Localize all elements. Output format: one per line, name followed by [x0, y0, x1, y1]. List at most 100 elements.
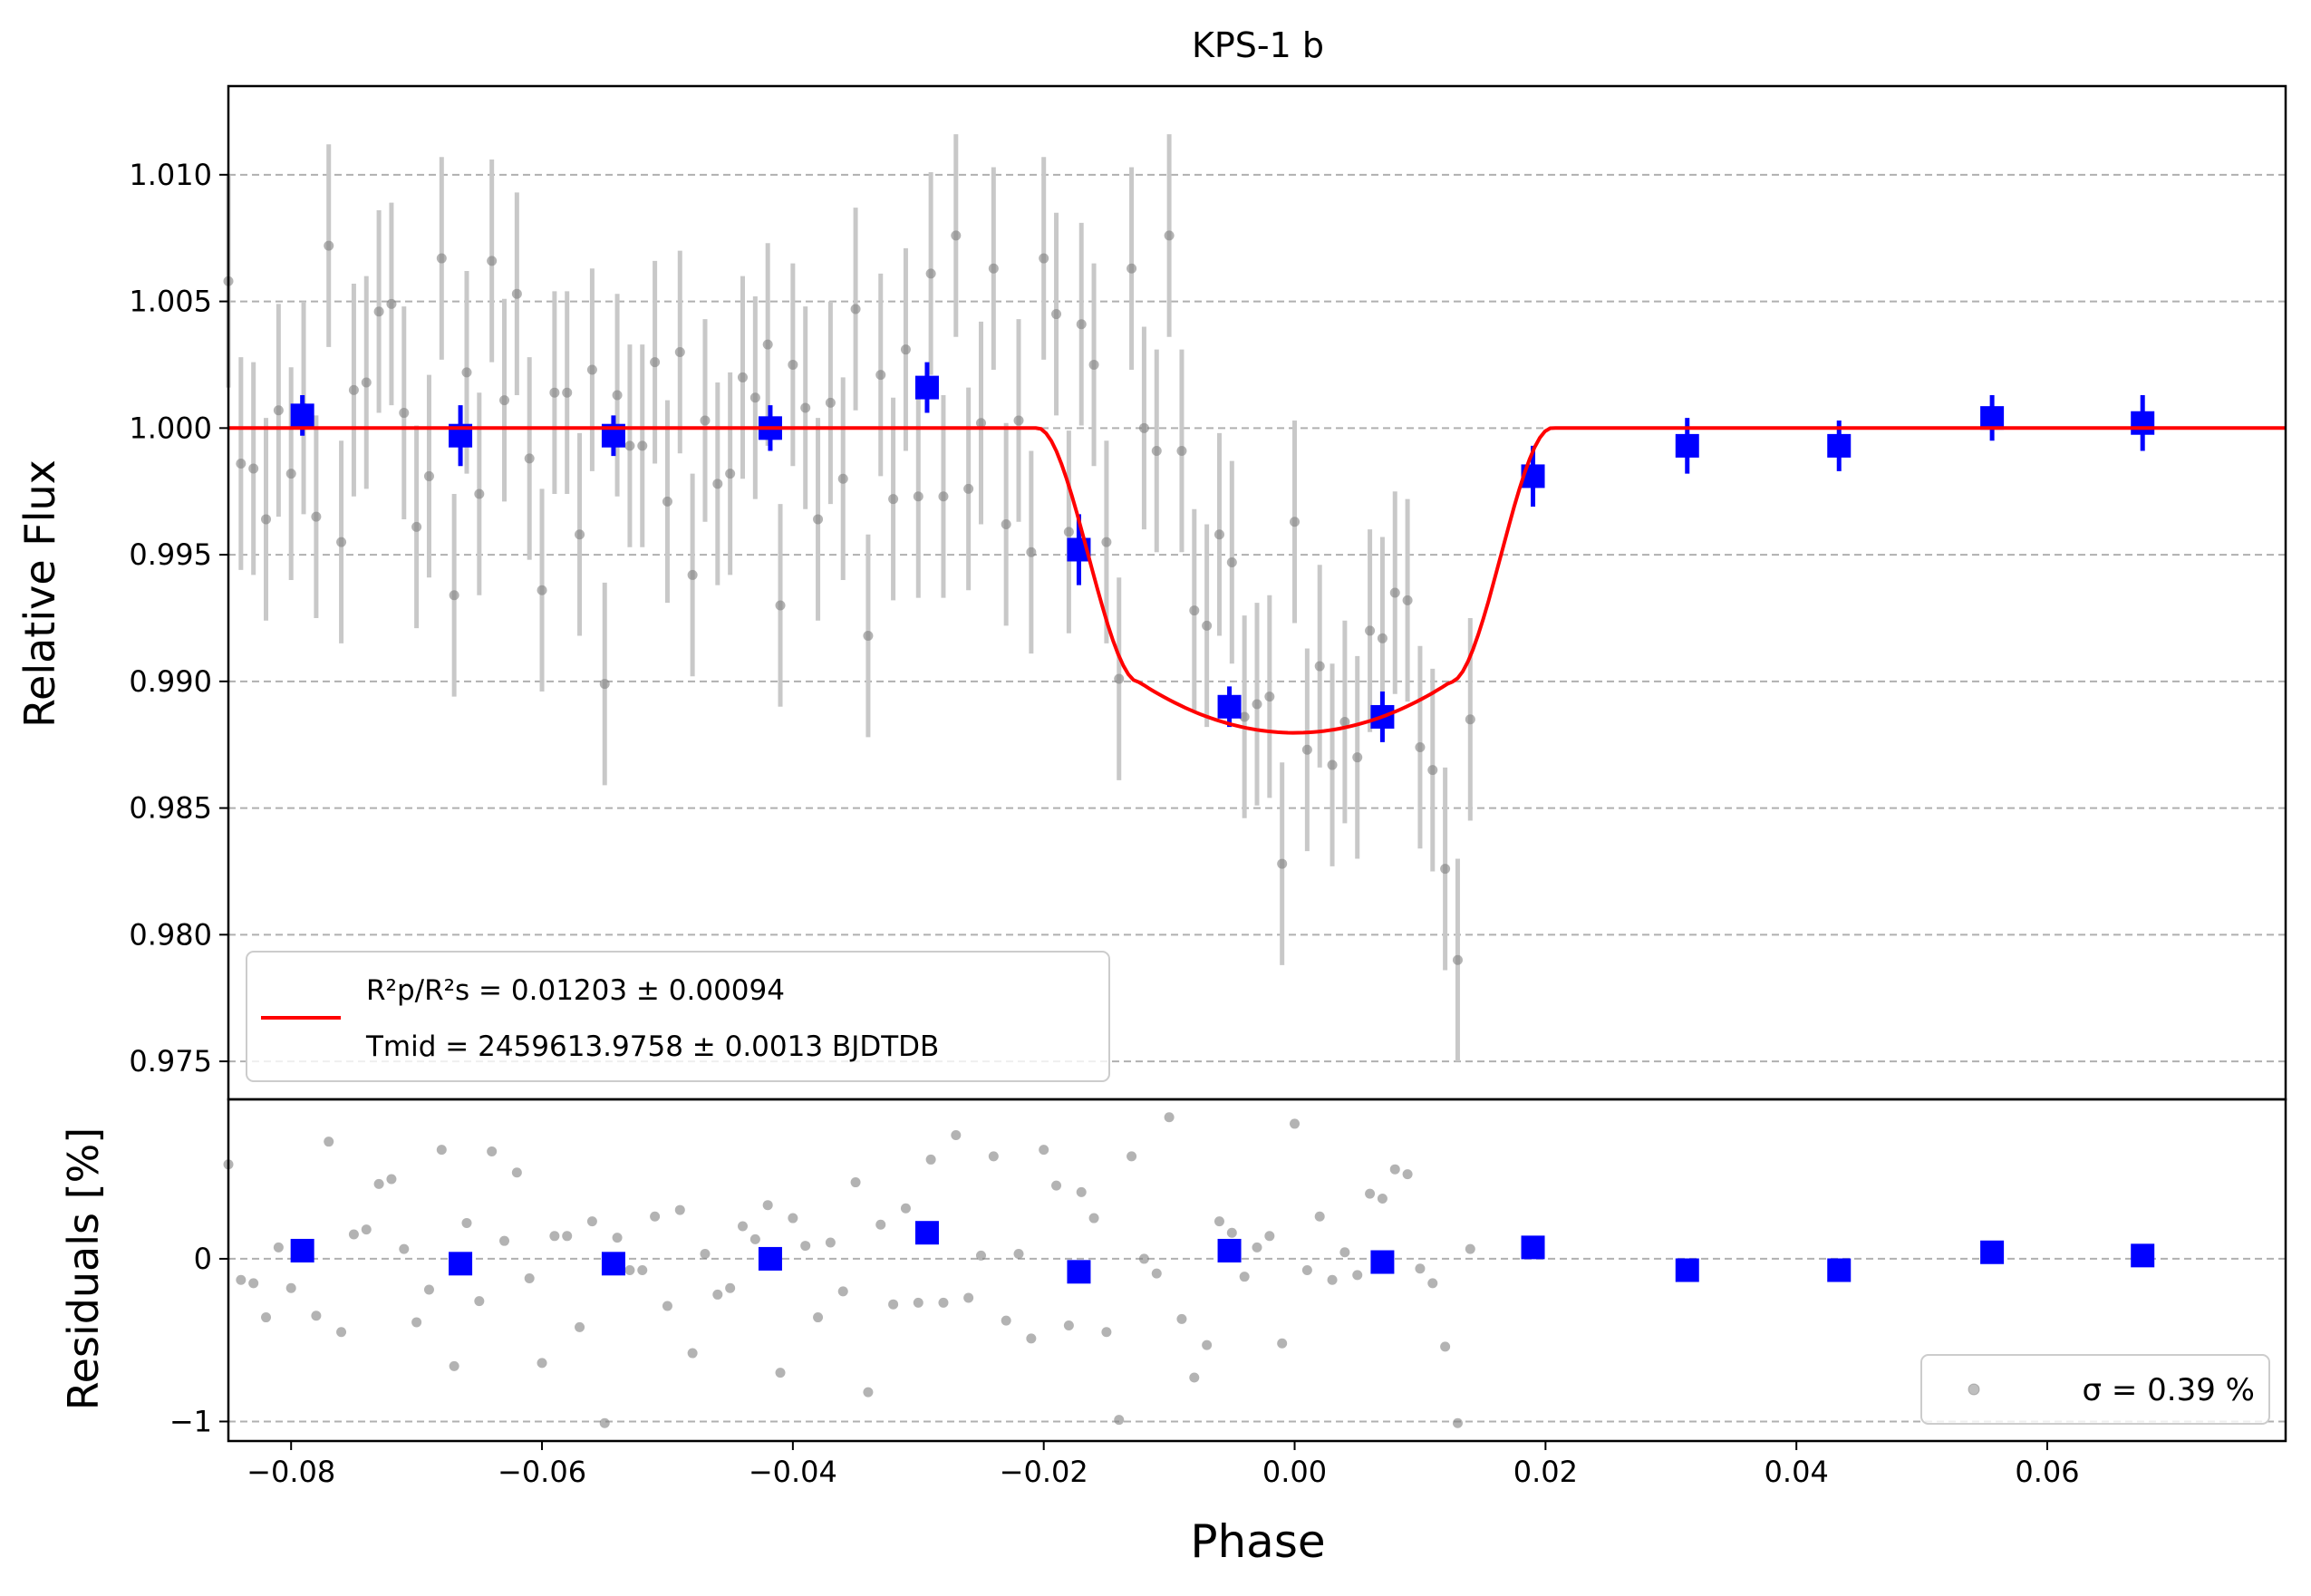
raw-residual-point: [436, 1145, 447, 1156]
raw-flux-point: [1301, 744, 1312, 755]
raw-flux-point: [562, 387, 573, 398]
binned-residual-point: [1370, 1250, 1395, 1274]
raw-residual-point: [1389, 1164, 1400, 1175]
raw-residual-point: [1427, 1278, 1438, 1289]
phase-x-tick-label: −0.06: [498, 1455, 586, 1489]
raw-residual-point: [1088, 1213, 1099, 1224]
raw-residual-point: [712, 1289, 723, 1300]
raw-residual-point: [700, 1249, 711, 1260]
raw-residual-point: [1352, 1270, 1363, 1281]
raw-flux-point: [499, 395, 510, 406]
raw-residual-point: [386, 1174, 397, 1185]
phase-x-tick-label: 0.00: [1262, 1455, 1327, 1489]
raw-residual-point: [1164, 1112, 1175, 1123]
raw-residual-point: [687, 1348, 698, 1359]
raw-residual-point: [348, 1229, 359, 1240]
raw-residual-point: [1339, 1247, 1350, 1258]
raw-residual-point: [273, 1242, 284, 1253]
raw-residual-point: [399, 1243, 410, 1254]
raw-flux-point: [1452, 954, 1463, 965]
raw-flux-point: [1352, 752, 1363, 763]
raw-flux-point: [662, 496, 672, 507]
raw-flux-point: [336, 537, 347, 547]
binned-flux-point: [2131, 411, 2155, 435]
raw-residual-point: [963, 1292, 974, 1303]
raw-flux-point: [599, 679, 610, 690]
binned-residual-point: [1980, 1240, 2005, 1264]
raw-flux-point: [1402, 595, 1413, 605]
raw-residual-point: [449, 1360, 459, 1371]
binned-flux-point: [290, 403, 314, 428]
raw-flux-point: [386, 298, 397, 309]
raw-flux-point: [423, 470, 434, 481]
raw-residual-point: [524, 1272, 535, 1283]
binned-flux-point: [914, 375, 939, 400]
raw-residual-point: [925, 1154, 936, 1165]
raw-residual-point: [1290, 1118, 1301, 1129]
raw-residual-point: [499, 1235, 510, 1246]
raw-flux-point: [725, 469, 736, 479]
raw-residual-point: [775, 1368, 786, 1378]
raw-flux-point: [1327, 759, 1338, 770]
raw-residual-point: [1013, 1249, 1024, 1260]
phase-x-tick-label: −0.04: [749, 1455, 837, 1489]
raw-flux-point: [687, 569, 698, 580]
raw-flux-point: [1088, 359, 1099, 370]
residuals-y-ticks: −1 0: [169, 1242, 228, 1438]
raw-flux-point: [1226, 556, 1237, 567]
raw-flux-point: [348, 384, 359, 395]
raw-residual-point: [1264, 1231, 1275, 1242]
raw-flux-point: [650, 357, 661, 368]
raw-residual-point: [975, 1250, 986, 1261]
raw-residual-point: [762, 1200, 773, 1211]
raw-residual-point: [1277, 1338, 1288, 1349]
raw-flux-point: [700, 415, 711, 426]
binned-residual-point: [290, 1238, 314, 1262]
raw-flux-point: [248, 463, 259, 474]
raw-residual-point: [261, 1312, 272, 1323]
binned-residual-point: [1217, 1238, 1242, 1262]
binned-residual-points: [290, 1221, 2155, 1284]
raw-flux-point: [1214, 529, 1224, 540]
raw-residual-point: [749, 1233, 760, 1244]
raw-flux-point: [624, 440, 635, 451]
raw-residual-point: [1202, 1340, 1213, 1350]
raw-residual-point: [586, 1216, 597, 1227]
raw-residual-point: [725, 1282, 736, 1293]
raw-flux-point: [1252, 699, 1262, 710]
flux-y-ticks: 0.975 0.980 0.985 0.990 0.995 1.000 1.005 1.010: [129, 158, 228, 1079]
raw-residual-point: [1126, 1151, 1137, 1162]
raw-residual-point: [1465, 1243, 1475, 1254]
legend-tmid-label: Tmid = 2459613.9758 ± 0.0013 BJDTDB: [365, 1030, 939, 1063]
raw-residual-point: [612, 1233, 623, 1243]
binned-residual-point: [601, 1252, 625, 1276]
raw-flux-point: [863, 631, 874, 642]
raw-flux-point: [1339, 717, 1350, 728]
residuals-legend-box: [1920, 1354, 2270, 1425]
flux-y-tick-label: 0.980: [129, 917, 212, 952]
raw-flux-point: [749, 392, 760, 403]
raw-residual-point: [1327, 1274, 1338, 1285]
raw-residual-point: [1314, 1211, 1325, 1222]
phase-x-tick-label: 0.04: [1765, 1455, 1829, 1489]
flux-legend-box: [246, 951, 1110, 1082]
raw-flux-point: [1026, 547, 1037, 557]
raw-residual-point: [1226, 1227, 1237, 1238]
raw-flux-point: [637, 440, 648, 451]
raw-flux-point: [1051, 309, 1062, 320]
raw-flux-point: [1176, 445, 1187, 456]
flux-y-tick-label: 0.975: [129, 1044, 212, 1079]
raw-flux-point: [875, 370, 886, 381]
raw-flux-point: [900, 344, 911, 355]
residuals-panel: −1 0 −0.08 −0.06 −0.04 −0.02 0.00 0.02 0.04 0.06…: [59, 1098, 2287, 1568]
raw-flux-point: [1063, 527, 1074, 537]
raw-residual-point: [324, 1137, 334, 1147]
raw-flux-point: [511, 288, 522, 299]
raw-residual-point: [863, 1387, 874, 1398]
raw-flux-point: [788, 359, 798, 370]
binned-residual-point: [1521, 1235, 1545, 1260]
raw-residual-point: [624, 1265, 635, 1275]
raw-residual-point: [1440, 1341, 1451, 1352]
raw-flux-point: [1427, 765, 1438, 776]
raw-flux-point: [1001, 519, 1011, 530]
